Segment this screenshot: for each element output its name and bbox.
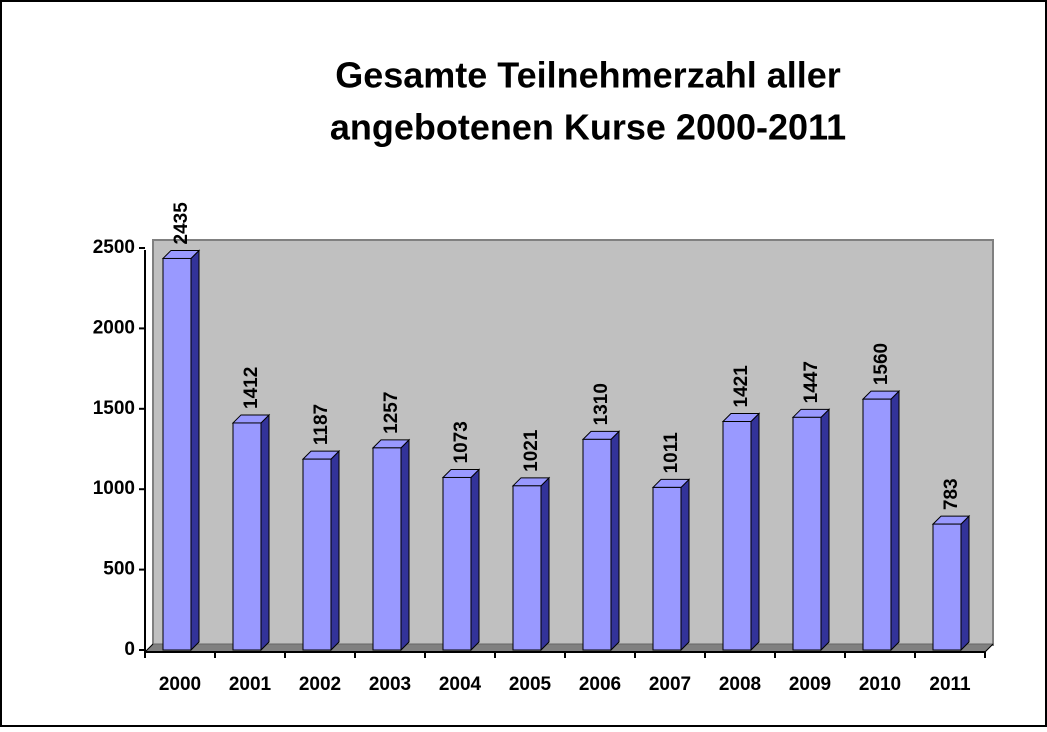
value-label: 1073	[451, 421, 472, 463]
y-tick-label: 1500	[93, 398, 135, 419]
y-tick-label: 500	[103, 559, 135, 580]
bar	[372, 447, 402, 651]
depth-edge	[144, 643, 154, 653]
bar-side	[400, 438, 410, 652]
bar	[722, 421, 752, 651]
bar	[162, 257, 192, 651]
x-tick-label: 2004	[439, 674, 482, 695]
bar	[512, 485, 542, 651]
x-tick-label: 2003	[369, 674, 411, 695]
value-label: 1421	[731, 365, 752, 408]
x-tick-label: 2009	[789, 674, 831, 695]
y-tick-label: 2000	[93, 317, 135, 338]
x-tick-label: 2010	[859, 674, 901, 695]
bar	[302, 458, 332, 651]
bar	[792, 416, 822, 651]
chart-title-line-1: Gesamte Teilnehmerzahl aller	[335, 55, 841, 96]
x-tick-label: 2008	[719, 674, 761, 695]
bar-side	[260, 413, 270, 652]
value-label: 1187	[311, 404, 332, 445]
bar-side	[750, 412, 760, 652]
bar-side	[190, 249, 200, 652]
y-tick-label: 2500	[93, 237, 135, 258]
x-tick-label: 2011	[929, 674, 971, 695]
back-wall	[152, 239, 994, 646]
x-tick-label: 2005	[509, 674, 552, 695]
value-label: 1011	[661, 432, 682, 474]
x-tick-label: 2007	[649, 674, 691, 695]
x-tick-label: 2006	[579, 674, 621, 695]
x-tick-label: 2002	[299, 674, 341, 695]
bar-side	[960, 514, 970, 652]
value-label: 1021	[521, 429, 542, 472]
value-label: 1447	[801, 361, 822, 403]
x-tick-label: 2000	[159, 674, 201, 695]
value-label: 783	[941, 478, 962, 510]
value-label: 1310	[591, 383, 612, 425]
value-label: 1257	[381, 392, 402, 434]
y-tick-label: 1000	[93, 478, 135, 499]
value-label: 2435	[171, 202, 192, 245]
bar-side	[470, 468, 480, 652]
x-tick-label: 2001	[229, 674, 272, 695]
depth-edge	[984, 643, 994, 653]
bar-side	[610, 430, 620, 652]
y-tick-label: 0	[124, 639, 135, 660]
bar-side	[680, 478, 690, 652]
value-label: 1560	[871, 343, 892, 385]
bar-side	[820, 408, 830, 652]
bar	[932, 523, 962, 651]
bar	[652, 486, 682, 651]
value-label: 1412	[241, 367, 262, 409]
bar	[442, 476, 472, 651]
bar	[232, 422, 262, 651]
bar-side	[540, 476, 550, 652]
bar-side	[890, 389, 900, 652]
bar	[862, 398, 892, 651]
bar-side	[330, 449, 340, 652]
bar	[582, 438, 612, 651]
chart-title-line-2: angebotenen Kurse 2000-2011	[330, 107, 846, 148]
